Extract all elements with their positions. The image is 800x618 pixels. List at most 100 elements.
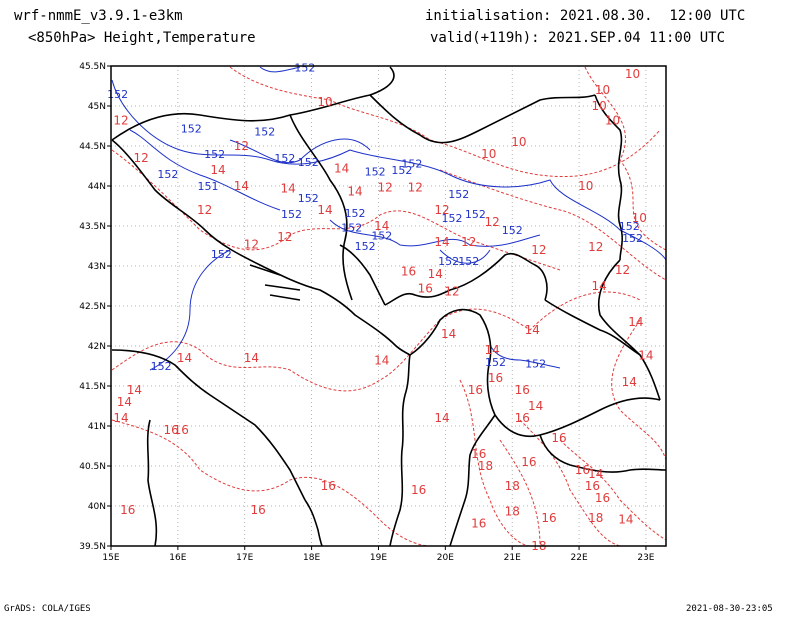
temperature-contour-label: 16 [471,447,486,461]
lon-tick-label: 15E [102,553,119,563]
temperature-contour-label: 16 [541,511,556,525]
height-contour-label: 152 [525,358,546,371]
temperature-contour-label: 12 [133,151,148,165]
temperature-contour-label: 16 [471,517,486,531]
lon-tick-label: 20E [437,553,454,563]
temperature-contour-label: 14 [127,383,142,397]
island [269,294,301,301]
axis-ticks: 15E 16E 17E 18E 19E 20E 21E 22E 23E 45.5N 45N 44.5N… [79,62,655,563]
border [544,299,641,356]
height-contour-label: 152 [157,168,178,181]
height-contour-label: 152 [401,158,422,171]
lat-tick-label: 43N [88,262,106,272]
height-contour [229,138,371,164]
height-contour-label: 152 [274,152,295,165]
height-contour-label: 152 [438,255,459,268]
temperature-contour-label: 10 [317,95,332,109]
temperature-contour-label: 16 [595,491,610,505]
temperature-contour [459,379,531,547]
lon-tick-label: 16E [169,553,186,563]
lat-tick-label: 42N [88,342,106,352]
temperature-contour-label: 18 [588,511,603,525]
height-contour [439,249,491,264]
temperature-contour-label: 10 [591,99,606,113]
height-contour-label: 151 [197,180,218,193]
temperature-contour-label: 14 [234,179,249,193]
height-contours [111,66,667,371]
lat-lon-grid [111,66,666,546]
plot-timestamp: 2021-08-30-23:05 [686,604,773,614]
temperature-contour-label: 14 [117,395,132,409]
temperature-contour-label: 12 [588,240,603,254]
border [384,252,548,306]
temperature-contour-label: 16 [120,503,135,517]
temperature-contour-label: 14 [177,351,192,365]
temperature-contour-label: 14 [622,375,637,389]
height-contour-label: 152 [181,122,202,135]
height-contour-label: 152 [465,208,486,221]
lon-tick-label: 23E [637,553,654,563]
height-contour [329,219,541,247]
temperature-contour [559,439,667,541]
temperature-contour-label: 16 [515,383,530,397]
height-contour-label: 152 [151,360,172,373]
height-contour-label: 152 [365,166,386,179]
height-contour-label: 152 [298,192,319,205]
temperature-contour-label: 12 [531,243,546,257]
height-contour [129,129,281,211]
lat-tick-label: 40.5N [79,462,106,472]
lat-tick-label: 40N [88,502,106,512]
temperature-contour-label: 16 [551,431,566,445]
temperature-contour [111,419,431,547]
lat-tick-label: 44N [88,182,106,192]
temperature-contour-label: 14 [428,267,443,281]
temperature-contour [111,291,641,392]
temperature-contour-label: 10 [632,211,647,225]
temperature-contour [229,66,661,178]
temperature-contour-label: 12 [378,181,393,195]
height-contour-label: 152 [442,212,463,225]
height-contour-label: 152 [448,188,469,201]
lat-tick-label: 39.5N [79,542,106,552]
temperature-contour [584,66,667,251]
height-contour-label: 152 [254,126,275,139]
coastline [146,419,158,547]
temperature-contour-label: 14 [374,353,389,367]
height-contour [111,79,667,261]
lon-tick-label: 17E [236,553,253,563]
temperature-contour-label: 18 [505,479,520,493]
height-contour [489,344,561,369]
temperature-contour-label: 14 [525,323,540,337]
lon-tick-label: 22E [571,553,588,563]
temperature-contour-label: 14 [434,411,449,425]
field-description: <850hPa> Height,Temperature [28,30,256,46]
temperature-contour-label: 14 [638,349,653,363]
lon-tick-label: 21E [504,553,521,563]
temperature-contour-label: 14 [244,351,259,365]
lat-tick-label: 41.5N [79,382,106,392]
height-contour-label: 152 [107,88,128,101]
model-name: wrf-nmmE_v3.9.1-e3km [14,8,183,24]
temperature-contour-label: 18 [505,505,520,519]
border [539,434,667,473]
height-contour-label: 152 [619,220,640,233]
temperature-contour-label: 14 [210,163,225,177]
border [289,114,353,301]
temperature-contour-label: 12 [485,215,500,229]
lat-tick-label: 43.5N [79,222,106,232]
temperature-contours [111,66,667,547]
temperature-contour-label: 16 [575,463,590,477]
coastline [304,499,323,547]
temperature-contour-label: 16 [321,479,336,493]
temperature-contour-label: 14 [441,327,456,341]
height-contour-label: 152 [391,164,412,177]
height-contour-label: 152 [355,240,376,253]
height-contour-label: 152 [211,248,232,261]
temperature-contour-label: 10 [595,83,610,97]
lat-tick-label: 41N [88,422,106,432]
temperature-contour-label: 12 [113,113,128,127]
border [409,308,492,361]
temperature-contour-label: 14 [347,185,362,199]
island [264,284,301,291]
